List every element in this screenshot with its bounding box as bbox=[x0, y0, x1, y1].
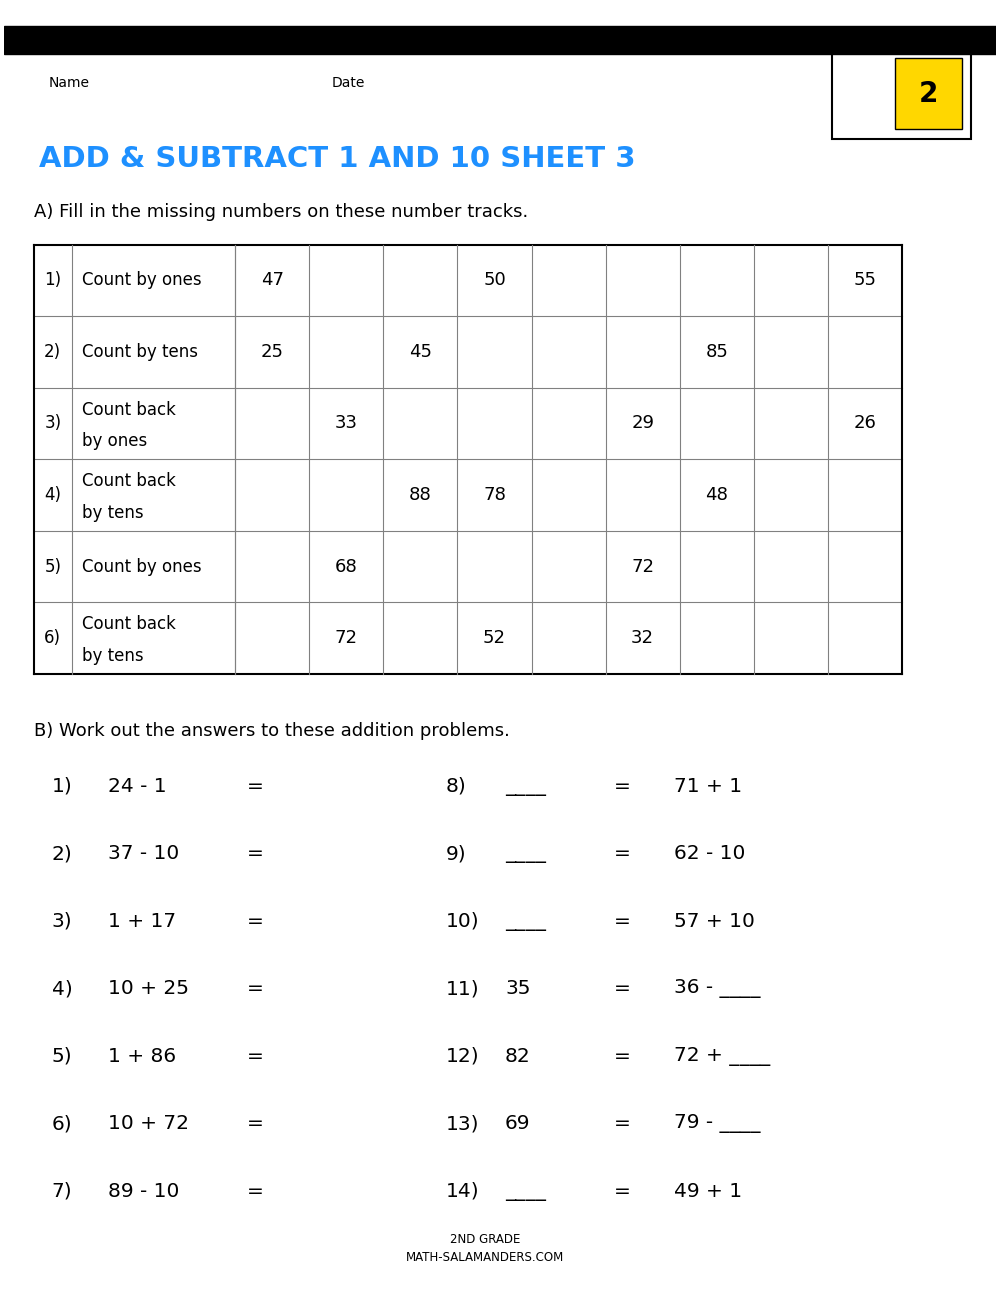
Text: by ones: by ones bbox=[82, 432, 147, 450]
Text: 10 + 25: 10 + 25 bbox=[108, 980, 189, 998]
Text: 10 + 72: 10 + 72 bbox=[108, 1114, 189, 1134]
Text: 88: 88 bbox=[409, 487, 432, 503]
Text: =: = bbox=[247, 1181, 264, 1201]
Text: 57 + 10: 57 + 10 bbox=[674, 912, 754, 930]
Text: 5): 5) bbox=[44, 558, 61, 576]
Text: 1 + 17: 1 + 17 bbox=[108, 912, 176, 930]
Text: =: = bbox=[247, 912, 264, 930]
Text: 68: 68 bbox=[335, 558, 358, 576]
Text: 1): 1) bbox=[52, 776, 73, 796]
Text: A) Fill in the missing numbers on these number tracks.: A) Fill in the missing numbers on these … bbox=[34, 203, 528, 221]
Text: 5): 5) bbox=[52, 1047, 72, 1066]
Text: 29: 29 bbox=[631, 414, 654, 432]
Text: 6): 6) bbox=[44, 629, 61, 647]
Text: Date: Date bbox=[331, 75, 365, 89]
Text: 35: 35 bbox=[505, 980, 530, 998]
Text: 50: 50 bbox=[483, 272, 506, 290]
Text: =: = bbox=[247, 1114, 264, 1134]
Text: 49 + 1: 49 + 1 bbox=[674, 1181, 742, 1201]
Text: 71 + 1: 71 + 1 bbox=[674, 776, 742, 796]
Text: 89 - 10: 89 - 10 bbox=[108, 1181, 180, 1201]
Text: 8): 8) bbox=[445, 776, 466, 796]
Text: B) Work out the answers to these addition problems.: B) Work out the answers to these additio… bbox=[34, 722, 510, 739]
Text: 72: 72 bbox=[631, 558, 654, 576]
Text: ____: ____ bbox=[505, 912, 546, 930]
Text: 14): 14) bbox=[445, 1181, 479, 1201]
Text: =: = bbox=[614, 776, 631, 796]
Text: 85: 85 bbox=[705, 343, 728, 361]
Text: =: = bbox=[614, 844, 631, 863]
Text: Count back: Count back bbox=[82, 401, 175, 418]
Text: =: = bbox=[614, 1114, 631, 1134]
Text: 32: 32 bbox=[631, 629, 654, 647]
Text: 79 - ____: 79 - ____ bbox=[674, 1114, 760, 1134]
Text: 2: 2 bbox=[919, 80, 938, 107]
Text: =: = bbox=[614, 1047, 631, 1066]
Text: 13): 13) bbox=[445, 1114, 479, 1134]
Text: 55: 55 bbox=[853, 272, 876, 290]
Text: 7): 7) bbox=[52, 1181, 72, 1201]
Text: 72: 72 bbox=[335, 629, 358, 647]
Text: 36 - ____: 36 - ____ bbox=[674, 980, 760, 998]
Text: Count by ones: Count by ones bbox=[82, 272, 201, 290]
Text: 37 - 10: 37 - 10 bbox=[108, 844, 180, 863]
Text: 2): 2) bbox=[44, 343, 61, 361]
Text: =: = bbox=[614, 1181, 631, 1201]
Text: Count back: Count back bbox=[82, 472, 175, 490]
Text: =: = bbox=[247, 844, 264, 863]
Text: ADD & SUBTRACT 1 AND 10 SHEET 3: ADD & SUBTRACT 1 AND 10 SHEET 3 bbox=[39, 145, 636, 173]
Text: 4): 4) bbox=[44, 487, 61, 503]
Text: 10): 10) bbox=[445, 912, 479, 930]
Text: =: = bbox=[614, 912, 631, 930]
Text: 82: 82 bbox=[505, 1047, 531, 1066]
Text: 78: 78 bbox=[483, 487, 506, 503]
Text: =: = bbox=[247, 1047, 264, 1066]
Text: 45: 45 bbox=[409, 343, 432, 361]
Text: 24 - 1: 24 - 1 bbox=[108, 776, 167, 796]
Text: ____: ____ bbox=[505, 844, 546, 863]
Text: 12): 12) bbox=[445, 1047, 479, 1066]
Text: =: = bbox=[614, 980, 631, 998]
Text: by tens: by tens bbox=[82, 503, 143, 521]
Text: Count back: Count back bbox=[82, 615, 175, 633]
Text: 3): 3) bbox=[52, 912, 72, 930]
Text: ____: ____ bbox=[505, 1181, 546, 1201]
Text: Count by ones: Count by ones bbox=[82, 558, 201, 576]
Bar bbox=[4, 26, 996, 54]
Text: 26: 26 bbox=[853, 414, 876, 432]
Text: 52: 52 bbox=[483, 629, 506, 647]
Text: Name: Name bbox=[49, 75, 90, 89]
Text: 1): 1) bbox=[44, 272, 61, 290]
Text: 48: 48 bbox=[705, 487, 728, 503]
Text: 9): 9) bbox=[445, 844, 466, 863]
Text: 6): 6) bbox=[52, 1114, 72, 1134]
Text: Count by tens: Count by tens bbox=[82, 343, 198, 361]
Text: 1 + 86: 1 + 86 bbox=[108, 1047, 176, 1066]
Text: by tens: by tens bbox=[82, 647, 143, 665]
Text: 62 - 10: 62 - 10 bbox=[674, 844, 745, 863]
Text: 47: 47 bbox=[261, 272, 284, 290]
Text: =: = bbox=[247, 776, 264, 796]
Text: 72 + ____: 72 + ____ bbox=[674, 1047, 770, 1066]
Text: ____: ____ bbox=[505, 776, 546, 796]
Text: 25: 25 bbox=[261, 343, 284, 361]
Bar bbox=[895, 58, 962, 129]
Text: 4): 4) bbox=[52, 980, 73, 998]
Text: 2ND GRADE
MATH-SALAMANDERS.COM: 2ND GRADE MATH-SALAMANDERS.COM bbox=[406, 1233, 564, 1264]
Text: 33: 33 bbox=[335, 414, 358, 432]
Text: 11): 11) bbox=[445, 980, 479, 998]
Bar bbox=[832, 48, 971, 140]
Text: 2): 2) bbox=[52, 844, 73, 863]
Text: =: = bbox=[247, 980, 264, 998]
Text: 3): 3) bbox=[44, 414, 61, 432]
Text: 69: 69 bbox=[505, 1114, 530, 1134]
